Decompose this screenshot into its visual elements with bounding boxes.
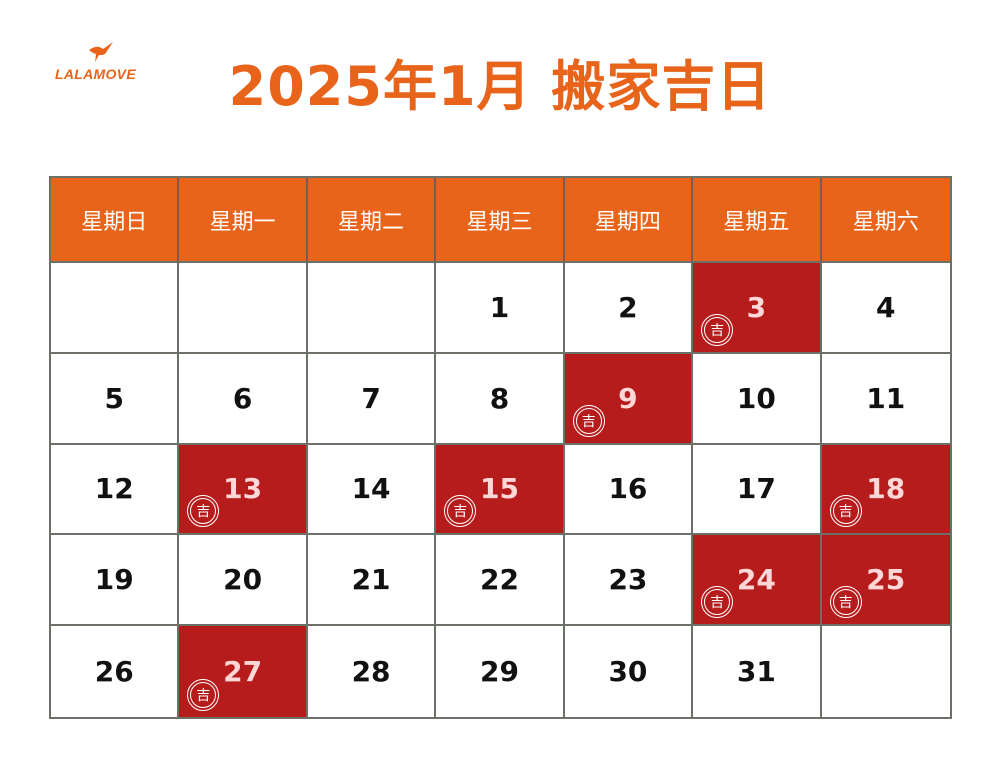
day-number: 23 [608,563,648,597]
day-cell: 16 [564,444,694,536]
day-number: 25 [866,563,906,597]
day-number: 18 [866,472,906,506]
day-number: 28 [351,655,391,689]
day-cell-lucky: 25 吉 [821,535,950,627]
day-number: 27 [223,655,263,689]
lucky-label: 吉 [704,589,731,616]
day-cell [51,263,180,354]
lucky-badge: 吉 [444,495,477,528]
day-cell: 21 [307,535,437,627]
day-number: 19 [94,563,134,597]
day-cell: 1 [436,263,565,354]
day-cell-lucky: 24 吉 [693,535,822,627]
day-cell: 4 [821,263,950,354]
day-number: 9 [618,381,638,415]
lucky-badge: 吉 [572,404,605,437]
day-cell: 6 [179,353,308,445]
day-cell: 26 [51,626,180,717]
calendar-grid: 星期日 星期一 星期二 星期三 星期四 星期五 星期六 1 2 3 吉 4 5 6 7 8 9 吉 10 11 12 13… [49,176,952,719]
day-number: 24 [736,563,776,597]
day-number: 4 [876,290,896,324]
weekday-header: 星期日 [51,178,180,263]
page-title: 2025年1月 搬家吉日 [228,55,772,118]
weekday-header: 星期三 [436,178,565,263]
day-cell: 20 [179,535,308,627]
day-number: 26 [94,655,134,689]
day-cell: 30 [564,626,694,717]
weekday-header: 星期四 [564,178,694,263]
day-number: 7 [361,381,381,415]
lucky-label: 吉 [447,498,474,525]
day-number: 14 [351,472,391,506]
day-number: 1 [489,290,510,324]
day-number: 29 [480,655,519,689]
day-cell [179,263,308,354]
lucky-badge: 吉 [701,313,734,346]
day-number: 30 [608,655,648,689]
logo-text: LALAMOVE [55,66,136,82]
day-number: 8 [489,381,510,415]
day-cell: 5 [51,353,180,445]
lucky-badge: 吉 [187,679,220,711]
day-cell: 19 [51,535,180,627]
lucky-label: 吉 [190,498,217,525]
lucky-label: 吉 [832,589,859,616]
hummingbird-icon [89,42,113,62]
weekday-header: 星期二 [307,178,437,263]
day-cell: 14 [307,444,437,536]
day-cell: 29 [436,626,565,717]
lucky-badge: 吉 [701,586,734,619]
lucky-label: 吉 [575,407,602,434]
day-number: 15 [480,472,519,506]
day-cell: 2 [564,263,694,354]
day-number: 11 [866,381,906,415]
day-number: 6 [232,381,253,415]
day-number: 16 [608,472,648,506]
day-cell: 10 [693,353,822,445]
day-number: 17 [736,472,776,506]
day-cell-lucky: 27 吉 [179,626,308,717]
day-number: 13 [223,472,263,506]
day-cell: 8 [436,353,565,445]
day-number: 31 [736,655,776,689]
day-number: 12 [94,472,134,506]
day-cell: 11 [821,353,950,445]
day-cell: 23 [564,535,694,627]
lucky-badge: 吉 [829,586,862,619]
day-cell [821,626,950,717]
day-cell: 12 [51,444,180,536]
day-cell-lucky: 18 吉 [821,444,950,536]
day-cell: 31 [693,626,822,717]
day-cell: 17 [693,444,822,536]
day-number: 21 [351,563,391,597]
day-number: 3 [746,290,767,324]
lalamove-logo: LALAMOVE [55,38,155,88]
day-cell: 7 [307,353,437,445]
day-number: 5 [104,381,124,415]
day-number: 22 [480,563,519,597]
day-number: 2 [618,290,638,324]
day-number: 20 [223,563,263,597]
day-number: 10 [736,381,776,415]
weekday-header: 星期五 [693,178,822,263]
day-cell-lucky: 13 吉 [179,444,308,536]
day-cell [307,263,437,354]
lucky-badge: 吉 [829,495,862,528]
weekday-header: 星期一 [179,178,308,263]
lucky-label: 吉 [832,498,859,525]
weekday-header: 星期六 [821,178,950,263]
lucky-label: 吉 [190,682,217,708]
day-cell-lucky: 15 吉 [436,444,565,536]
day-cell: 22 [436,535,565,627]
lucky-label: 吉 [704,316,731,343]
day-cell: 28 [307,626,437,717]
lucky-badge: 吉 [187,495,220,528]
